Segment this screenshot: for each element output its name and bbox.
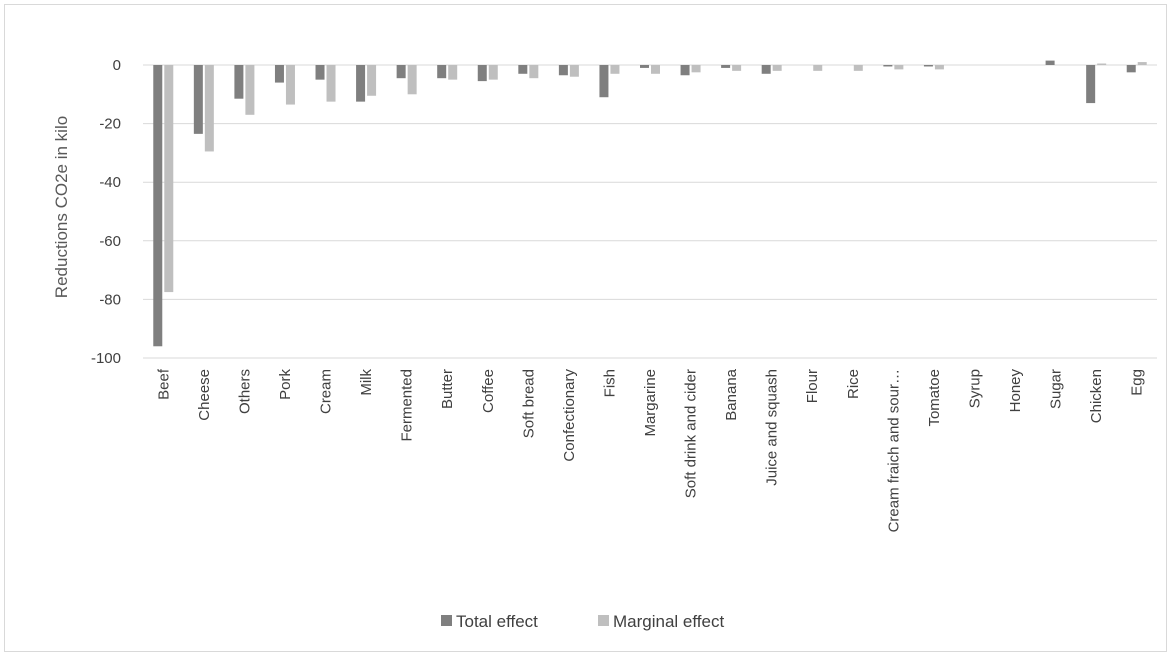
bar-marginal-effect bbox=[1097, 63, 1107, 65]
y-tick-label: -100 bbox=[91, 350, 121, 367]
bar-marginal-effect bbox=[934, 65, 944, 70]
y-axis-title: Reductions CO2e in kilo bbox=[52, 116, 71, 298]
bar-total-effect bbox=[315, 65, 325, 80]
legend-label-total-effect: Total effect bbox=[456, 612, 538, 631]
y-tick-label: -60 bbox=[99, 233, 121, 250]
bar-marginal-effect bbox=[1137, 62, 1147, 65]
bar-marginal-effect bbox=[204, 65, 214, 152]
x-tick-label: Margarine bbox=[642, 369, 659, 437]
bar-marginal-effect bbox=[367, 65, 377, 96]
x-tick-label: Cream fraich and sour… bbox=[885, 369, 902, 532]
legend: Total effect Marginal effect bbox=[441, 612, 724, 631]
x-tick-label: Juice and squash bbox=[764, 369, 781, 486]
x-tick-label: Pork bbox=[277, 369, 294, 400]
bar-total-effect bbox=[599, 65, 609, 98]
x-tick-label: Tomatoe bbox=[926, 369, 943, 427]
x-tick-label: Flour bbox=[804, 369, 821, 403]
y-tick-label: -40 bbox=[99, 174, 121, 191]
x-tick-label: Chicken bbox=[1088, 369, 1105, 423]
bar-total-effect bbox=[356, 65, 366, 102]
x-tick-label: Beef bbox=[155, 368, 172, 400]
bars bbox=[153, 60, 1147, 347]
bar-marginal-effect bbox=[569, 65, 579, 77]
bar-total-effect bbox=[234, 65, 244, 99]
y-tick-label: 0 bbox=[113, 57, 121, 74]
x-tick-label: Sugar bbox=[1048, 369, 1065, 409]
legend-swatch-total-effect bbox=[441, 615, 452, 626]
x-tick-label: Banana bbox=[723, 368, 740, 420]
bar-marginal-effect bbox=[651, 65, 660, 74]
x-tick-label: Coffee bbox=[480, 369, 497, 413]
bar-total-effect bbox=[883, 65, 893, 67]
bar-total-effect bbox=[153, 65, 163, 347]
bar-total-effect bbox=[193, 65, 203, 134]
x-tick-label: Confectionary bbox=[561, 369, 578, 462]
bar-marginal-effect bbox=[285, 65, 295, 105]
bar-marginal-effect bbox=[853, 65, 863, 71]
bar-total-effect bbox=[923, 65, 933, 67]
bar-marginal-effect bbox=[245, 65, 255, 115]
bar-total-effect bbox=[721, 65, 731, 68]
bar-marginal-effect bbox=[772, 65, 782, 71]
x-tick-label: Rice bbox=[845, 369, 862, 399]
bar-total-effect bbox=[558, 65, 568, 76]
x-tick-label: Fish bbox=[601, 369, 618, 397]
bar-total-effect bbox=[1086, 65, 1096, 104]
x-tick-label: Soft bread bbox=[520, 369, 537, 438]
x-tick-label: Syrup bbox=[966, 369, 983, 408]
bar-total-effect bbox=[477, 65, 487, 82]
bar-marginal-effect bbox=[488, 65, 498, 80]
x-tick-label: Cheese bbox=[196, 369, 213, 421]
x-tick-label: Fermented bbox=[399, 369, 416, 442]
bar-total-effect bbox=[1045, 60, 1055, 65]
bar-marginal-effect bbox=[813, 65, 823, 71]
bar-marginal-effect bbox=[448, 65, 458, 80]
y-tick-labels: 0 -20 -40 -60 -80 -100 bbox=[91, 57, 121, 367]
x-tick-label: Soft drink and cider bbox=[683, 369, 700, 498]
bar-marginal-effect bbox=[610, 65, 620, 74]
gridlines bbox=[143, 64, 1157, 359]
y-tick-label: -80 bbox=[99, 291, 121, 308]
x-tick-label: Butter bbox=[439, 369, 456, 409]
x-tick-labels: Beef Cheese Others Pork Cream Milk Fermented Bu… bbox=[155, 368, 1145, 532]
bar-marginal-effect bbox=[894, 65, 904, 70]
bar-total-effect bbox=[761, 65, 771, 74]
bar-total-effect bbox=[680, 65, 690, 76]
legend-label-marginal-effect: Marginal effect bbox=[613, 612, 724, 631]
y-tick-label: -20 bbox=[99, 116, 121, 133]
bar-total-effect bbox=[1126, 65, 1136, 73]
bar-total-effect bbox=[437, 65, 447, 79]
bar-total-effect bbox=[518, 65, 528, 74]
bar-marginal-effect bbox=[164, 65, 174, 293]
bar-marginal-effect bbox=[326, 65, 336, 102]
x-tick-label: Honey bbox=[1007, 369, 1024, 413]
x-tick-label: Egg bbox=[1129, 369, 1146, 396]
bar-marginal-effect bbox=[529, 65, 539, 79]
x-tick-label: Cream bbox=[318, 369, 335, 414]
bar-total-effect bbox=[396, 65, 406, 79]
bar-marginal-effect bbox=[407, 65, 417, 95]
bar-marginal-effect bbox=[732, 65, 742, 71]
x-tick-label: Milk bbox=[358, 369, 375, 396]
x-tick-label: Others bbox=[236, 369, 253, 414]
bar-total-effect bbox=[640, 65, 649, 68]
bar-marginal-effect bbox=[691, 65, 701, 73]
legend-swatch-marginal-effect bbox=[598, 615, 609, 626]
bar-total-effect bbox=[274, 65, 284, 83]
